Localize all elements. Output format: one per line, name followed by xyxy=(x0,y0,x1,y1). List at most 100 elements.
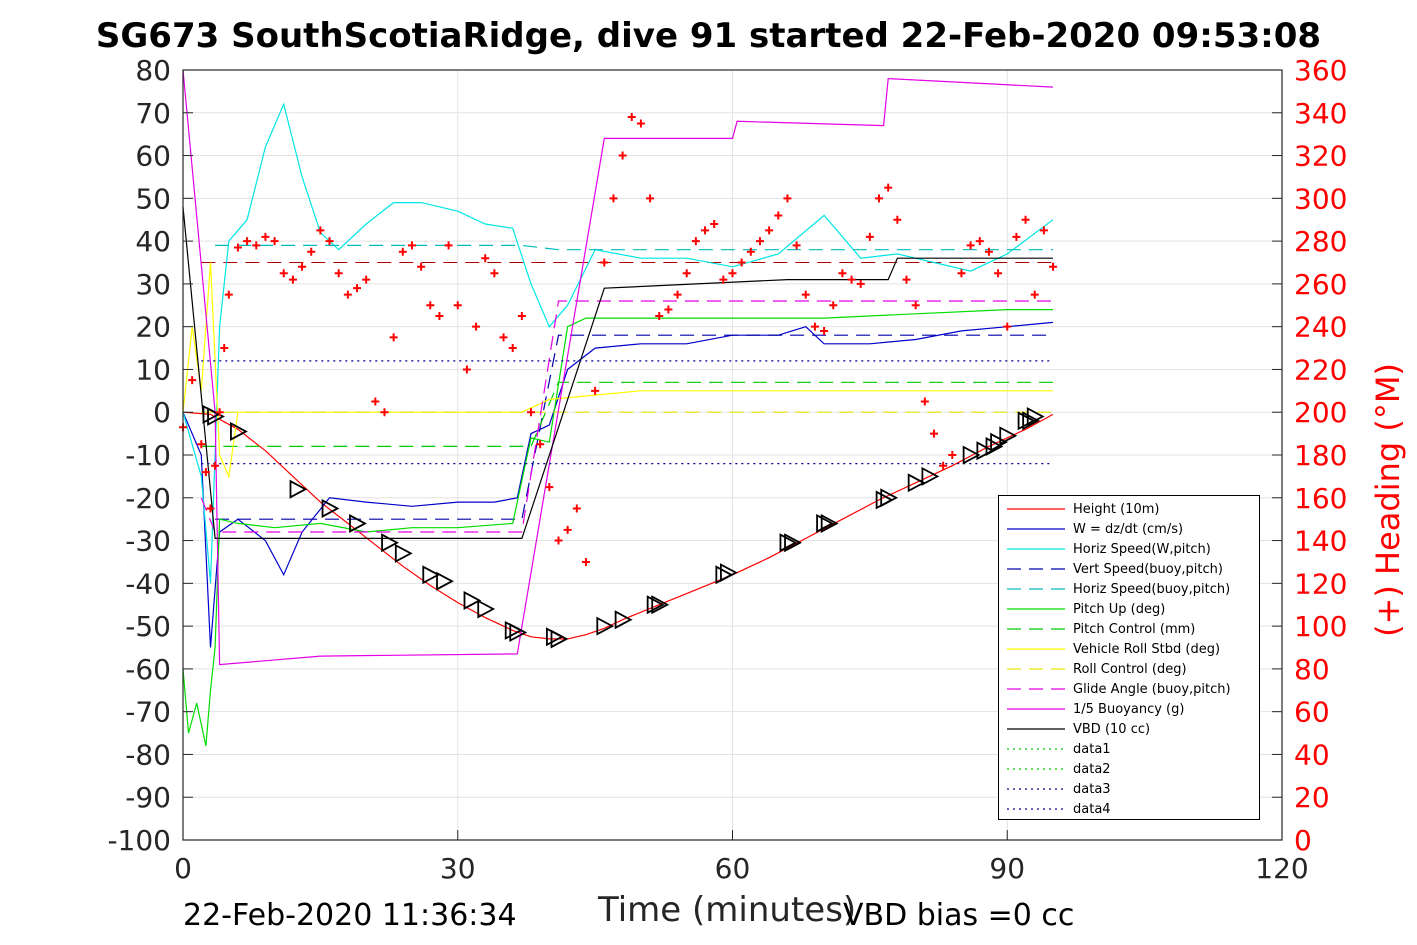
depth-marker xyxy=(509,623,528,643)
heading-point xyxy=(911,301,920,310)
heading-point xyxy=(389,333,398,342)
x-tick-label: 0 xyxy=(174,852,192,885)
heading-point xyxy=(417,262,426,271)
series-line-9 xyxy=(200,300,1053,533)
legend-entry: Horiz Speed(W,pitch) xyxy=(999,539,1259,559)
depth-marker xyxy=(720,563,738,583)
y2-tick-label: 140 xyxy=(1294,525,1347,558)
heading-point xyxy=(554,536,563,545)
heading-point xyxy=(655,311,664,320)
legend-label: Pitch Up (deg) xyxy=(1073,601,1166,617)
heading-point xyxy=(307,247,316,256)
depth-marker xyxy=(1022,411,1041,431)
depth-marker xyxy=(436,571,454,591)
legend-swatch xyxy=(1007,548,1065,550)
legend-label: 1/5 Buoyancy (g) xyxy=(1073,701,1185,717)
heading-point xyxy=(591,386,600,395)
depth-marker xyxy=(820,513,839,533)
heading-point xyxy=(325,237,334,246)
heading-point xyxy=(829,301,838,310)
heading-point xyxy=(1021,215,1030,224)
series-line-10 xyxy=(182,69,1054,666)
heading-point xyxy=(298,262,307,271)
heading-point xyxy=(545,483,554,492)
y2-tick-label: 220 xyxy=(1294,353,1347,386)
heading-point xyxy=(527,408,536,417)
heading-point xyxy=(563,525,572,534)
legend-entry: Pitch Control (mm) xyxy=(999,619,1259,639)
legend-swatch xyxy=(1007,508,1065,510)
depth-marker xyxy=(999,426,1018,446)
heading-point xyxy=(994,269,1003,278)
heading-point xyxy=(755,237,764,246)
heading-point xyxy=(252,241,261,250)
legend-label: data1 xyxy=(1073,741,1111,757)
depth-marker xyxy=(230,421,248,441)
y-tick-label: -40 xyxy=(125,567,171,600)
heading-point xyxy=(206,504,215,513)
heading-point xyxy=(975,237,984,246)
y2-tick-label: 320 xyxy=(1294,140,1347,173)
chart-title: SG673 SouthScotiaRidge, dive 91 started … xyxy=(95,16,1322,56)
depth-marker xyxy=(921,466,940,486)
legend-entry: data2 xyxy=(999,759,1259,779)
depth-marker xyxy=(381,533,399,553)
depth-marker xyxy=(349,513,367,533)
series-line-5 xyxy=(182,309,1053,747)
y2-tick-label: 80 xyxy=(1294,653,1330,686)
legend-label: Pitch Control (mm) xyxy=(1073,621,1196,637)
y2-tick-label: 340 xyxy=(1294,97,1347,130)
legend-swatch xyxy=(1007,608,1065,610)
heading-point xyxy=(508,344,517,353)
heading-point xyxy=(966,241,975,250)
heading-point xyxy=(636,119,645,128)
depth-marker xyxy=(422,565,441,585)
heading-point xyxy=(609,194,618,203)
heading-point xyxy=(984,247,993,256)
legend-swatch xyxy=(1007,628,1065,630)
depth-marker xyxy=(646,595,665,615)
y2-tick-label: 100 xyxy=(1294,610,1347,643)
heading-point xyxy=(865,232,874,241)
depth-marker xyxy=(907,473,926,493)
end-timestamp: 22-Feb-2020 11:36:34 xyxy=(183,898,517,933)
legend-swatch xyxy=(1007,748,1065,750)
heading-point xyxy=(719,275,728,284)
depth-marker xyxy=(976,441,995,461)
heading-point xyxy=(334,269,343,278)
legend-entry: Pitch Up (deg) xyxy=(999,599,1259,619)
series-line-2 xyxy=(182,102,1054,584)
legend-label: VBD (10 cc) xyxy=(1073,721,1151,737)
depth-marker xyxy=(477,599,496,619)
heading-point xyxy=(261,232,270,241)
depth-marker xyxy=(207,407,225,426)
legend-entry: W = dz/dt (cm/s) xyxy=(999,519,1259,539)
depth-marker xyxy=(394,543,413,563)
heading-point xyxy=(792,241,801,250)
vbd-bias-note: VBD bias =0 cc xyxy=(843,898,1075,933)
heading-point xyxy=(435,311,444,320)
legend-entry: data3 xyxy=(999,779,1259,799)
x-axis-label: Time (minutes) xyxy=(598,890,857,930)
x-tick-label: 120 xyxy=(1255,852,1308,885)
heading-point xyxy=(957,269,966,278)
x-tick-label: 90 xyxy=(989,852,1025,885)
heading-point xyxy=(682,269,691,278)
heading-point xyxy=(211,461,220,470)
y-tick-label: 50 xyxy=(135,182,171,215)
y-tick-label: 60 xyxy=(135,140,171,173)
y-tick-label: 30 xyxy=(135,268,171,301)
depth-marker xyxy=(1026,407,1045,426)
y2-tick-label: 0 xyxy=(1294,824,1312,857)
legend-label: Horiz Speed(W,pitch) xyxy=(1073,541,1211,557)
heading-point xyxy=(618,151,627,160)
heading-point xyxy=(215,408,224,417)
x-tick-label: 60 xyxy=(715,852,751,885)
legend-swatch xyxy=(1007,688,1065,690)
series-line-3 xyxy=(215,334,1053,520)
heading-point xyxy=(884,183,893,192)
legend-swatch xyxy=(1007,668,1065,670)
legend-entry: Height (10m) xyxy=(999,499,1259,519)
series-line-1 xyxy=(182,321,1054,648)
heading-point xyxy=(288,275,297,284)
